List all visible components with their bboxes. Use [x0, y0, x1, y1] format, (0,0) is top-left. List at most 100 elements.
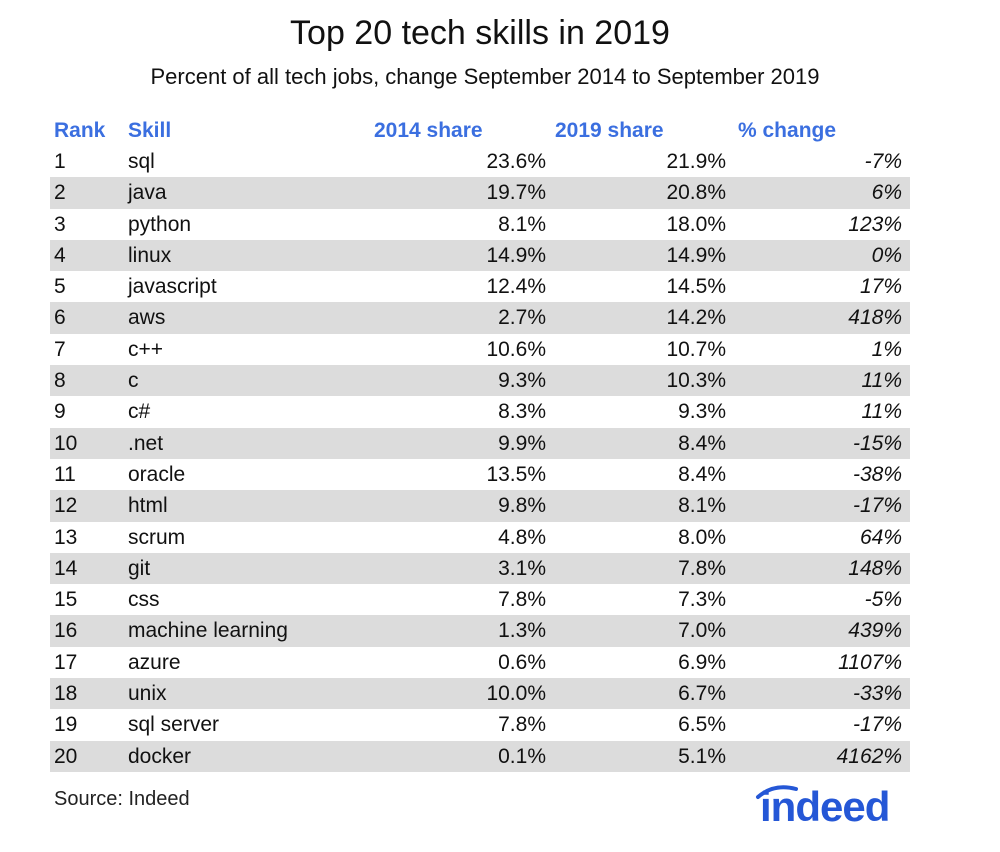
table-row: 2 java 19.7% 20.8% 6% [50, 177, 910, 209]
table-row: 5 javascript 12.4% 14.5% 17% [50, 271, 910, 302]
skill-cell: c [128, 369, 139, 393]
share-2014-cell: 7.8% [498, 588, 546, 612]
skill-cell: git [128, 556, 151, 580]
percent-change-cell: 11% [861, 400, 902, 424]
skill-cell: aws [128, 306, 166, 330]
rank-cell: 6 [54, 306, 66, 330]
table-body: 1 sql 23.6% 21.9% -7% 2 java 19.7% 20.8% 6% 3 pytho… [50, 146, 910, 772]
table-row: 12 html 9.8% 8.1% -17% [50, 490, 910, 522]
share-2019-cell: 14.2% [666, 306, 726, 330]
source-note: Source: Indeed [54, 788, 190, 810]
percent-change-cell: 11% [861, 369, 902, 393]
table-row: 9 c# 8.3% 9.3% 11% [50, 396, 910, 427]
skill-cell: docker [128, 744, 192, 768]
share-2014-cell: 13.5% [486, 462, 546, 486]
table-row: 10 .net 9.9% 8.4% -15% [50, 427, 910, 459]
share-2019-cell: 9.3% [678, 400, 726, 424]
share-2014-cell: 23.6% [486, 150, 546, 173]
table-row: 15 css 7.8% 7.3% -5% [50, 584, 910, 615]
percent-change-cell: 1% [871, 337, 902, 361]
share-2014-cell: 12.4% [486, 275, 546, 299]
share-2014-cell: 2.7% [498, 306, 546, 330]
percent-change-cell: -7% [864, 150, 902, 173]
rank-cell: 4 [54, 243, 66, 267]
share-2019-cell: 7.0% [678, 619, 726, 643]
percent-change-cell: 64% [859, 525, 902, 549]
table-row: 3 python 8.1% 18.0% 123% [50, 209, 910, 240]
skill-cell: c++ [128, 337, 164, 361]
percent-change-cell: 1107% [838, 650, 902, 674]
table-row: 6 aws 2.7% 14.2% 418% [50, 302, 910, 334]
table-row: 7 c++ 10.6% 10.7% 1% [50, 334, 910, 365]
table-row: 17 azure 0.6% 6.9% 1107% [50, 647, 910, 678]
rank-cell: 5 [54, 275, 66, 299]
share-2019-cell: 5.1% [678, 744, 726, 768]
rank-cell: 15 [54, 588, 78, 612]
share-2014-cell: 10.0% [486, 682, 546, 706]
rank-cell: 16 [54, 619, 78, 643]
skill-cell: oracle [128, 462, 186, 486]
table-row: 19 sql server 7.8% 6.5% -17% [50, 709, 910, 740]
table-row: 16 machine learning 1.3% 7.0% 439% [50, 615, 910, 647]
percent-change-cell: -33% [852, 682, 902, 706]
rank-cell: 18 [54, 682, 78, 706]
skill-cell: unix [128, 682, 167, 706]
percent-change-cell: 123% [848, 212, 902, 236]
skill-cell: html [128, 494, 168, 518]
percent-change-cell: -17% [852, 494, 902, 518]
share-2014-cell: 8.1% [498, 212, 546, 236]
percent-change-cell: -38% [852, 462, 902, 486]
share-2014-cell: 19.7% [486, 181, 546, 205]
rank-cell: 8 [54, 369, 66, 393]
share-2014-cell: 3.1% [498, 556, 546, 580]
table-row: 4 linux 14.9% 14.9% 0% [50, 239, 910, 272]
table-row: 18 unix 10.0% 6.7% -33% [50, 678, 910, 710]
share-2019-cell: 7.8% [678, 556, 726, 580]
share-2014-cell: 14.9% [486, 243, 546, 267]
share-2019-cell: 8.4% [678, 462, 726, 486]
share-2014-cell: 0.6% [498, 650, 546, 674]
logo-text: indeed [760, 783, 890, 830]
percent-change-cell: 0% [871, 243, 902, 267]
chart-title: Top 20 tech skills in 2019 [290, 14, 670, 52]
header-percent-change: % change [738, 119, 837, 142]
share-2019-cell: 8.4% [678, 431, 726, 455]
share-2019-cell: 8.0% [678, 525, 726, 549]
skill-cell: sql server [128, 713, 220, 737]
skill-cell: linux [128, 243, 172, 267]
percent-change-cell: 17% [859, 275, 902, 299]
rank-cell: 2 [54, 181, 66, 205]
table-row: 14 git 3.1% 7.8% 148% [50, 552, 910, 585]
rank-cell: 13 [54, 525, 78, 549]
share-2014-cell: 9.3% [498, 369, 546, 393]
skill-cell: python [128, 212, 192, 236]
table-row: 20 docker 0.1% 5.1% 4162% [50, 740, 910, 772]
share-2014-cell: 8.3% [498, 400, 546, 424]
share-2014-cell: 9.9% [498, 431, 546, 455]
share-2014-cell: 7.8% [498, 713, 546, 737]
skill-cell: c# [128, 400, 151, 424]
share-2014-cell: 10.6% [486, 337, 546, 361]
share-2019-cell: 6.9% [678, 650, 726, 674]
rank-cell: 20 [54, 744, 78, 768]
share-2019-cell: 6.5% [678, 713, 726, 737]
header-skill: Skill [128, 119, 172, 142]
share-2019-cell: 14.5% [666, 275, 726, 299]
rank-cell: 7 [54, 337, 66, 361]
percent-change-cell: -17% [852, 713, 902, 737]
rank-cell: 17 [54, 650, 78, 674]
skill-cell: .net [128, 431, 164, 455]
header-2019-share: 2019 share [555, 119, 664, 142]
percent-change-cell: 6% [871, 181, 902, 205]
indeed-logo: indeed [752, 783, 912, 833]
table-row: 1 sql 23.6% 21.9% -7% [50, 146, 910, 177]
percent-change-cell: 148% [848, 556, 902, 580]
rank-cell: 9 [54, 400, 66, 424]
skill-cell: azure [128, 650, 181, 674]
percent-change-cell: 4162% [836, 744, 902, 768]
share-2019-cell: 21.9% [666, 150, 726, 173]
share-2019-cell: 6.7% [678, 682, 726, 706]
chart-subtitle: Percent of all tech jobs, change Septemb… [150, 64, 820, 89]
logo-arc-icon [756, 785, 798, 799]
share-2014-cell: 9.8% [498, 494, 546, 518]
